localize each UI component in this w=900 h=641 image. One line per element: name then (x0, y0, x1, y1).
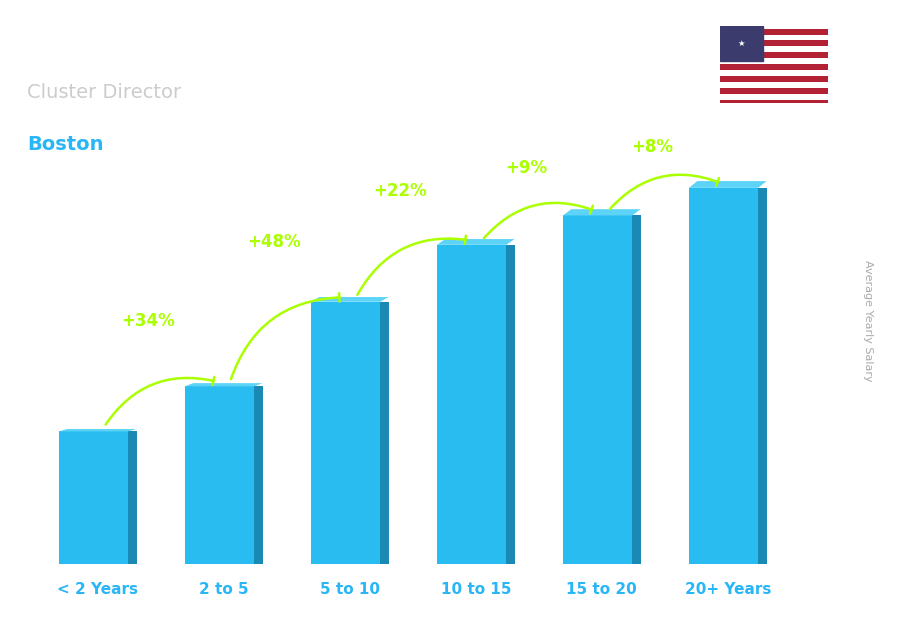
Text: 76,900 USD: 76,900 USD (61, 412, 136, 424)
Bar (563, 215, 633, 564)
Bar (720, 58, 828, 64)
Polygon shape (563, 209, 641, 215)
Text: 20+ Years: 20+ Years (685, 582, 771, 597)
Text: Average Yearly Salary: Average Yearly Salary (863, 260, 873, 381)
Bar (720, 46, 828, 53)
Bar (185, 387, 254, 564)
Text: 218,000 USD: 218,000 USD (691, 168, 774, 181)
Bar (720, 40, 828, 46)
Bar (720, 26, 763, 61)
Bar (720, 99, 828, 106)
Polygon shape (185, 383, 263, 387)
Polygon shape (506, 245, 515, 564)
Bar (720, 29, 828, 35)
Bar (720, 64, 828, 70)
Text: 10 to 15: 10 to 15 (440, 582, 511, 597)
Text: 202,000 USD: 202,000 USD (565, 196, 648, 209)
Text: 5 to 10: 5 to 10 (320, 582, 380, 597)
Text: 15 to 20: 15 to 20 (566, 582, 637, 597)
Polygon shape (128, 431, 137, 564)
Text: +8%: +8% (631, 138, 673, 156)
Text: 152,000 USD: 152,000 USD (313, 282, 396, 295)
Bar (720, 53, 828, 58)
Text: +22%: +22% (374, 183, 427, 201)
Text: ★: ★ (738, 39, 745, 48)
Polygon shape (311, 297, 389, 302)
Text: < 2 Years: < 2 Years (58, 582, 139, 597)
Text: Salary Comparison By Experience: Salary Comparison By Experience (27, 19, 553, 47)
Bar (59, 431, 128, 564)
Bar (720, 88, 828, 94)
Text: 2 to 5: 2 to 5 (199, 582, 248, 597)
Text: salaryexplorer.com: salaryexplorer.com (383, 614, 517, 628)
Polygon shape (759, 188, 767, 564)
Text: 185,000 USD: 185,000 USD (439, 225, 522, 238)
Polygon shape (437, 239, 515, 245)
Polygon shape (380, 302, 389, 564)
Bar (720, 82, 828, 88)
Polygon shape (633, 215, 641, 564)
Bar (689, 188, 758, 564)
Bar (720, 94, 828, 99)
Polygon shape (689, 181, 767, 188)
Bar (311, 302, 380, 564)
Bar (720, 76, 828, 82)
Text: +9%: +9% (505, 159, 547, 177)
Bar (720, 70, 828, 76)
Bar (437, 245, 506, 564)
Text: Cluster Director: Cluster Director (27, 83, 181, 103)
Polygon shape (59, 429, 137, 431)
Text: Boston: Boston (27, 135, 104, 154)
Text: +34%: +34% (122, 312, 175, 329)
Text: 103,000 USD: 103,000 USD (187, 367, 270, 379)
Polygon shape (254, 387, 263, 564)
Bar (720, 35, 828, 40)
Text: +48%: +48% (248, 233, 301, 251)
